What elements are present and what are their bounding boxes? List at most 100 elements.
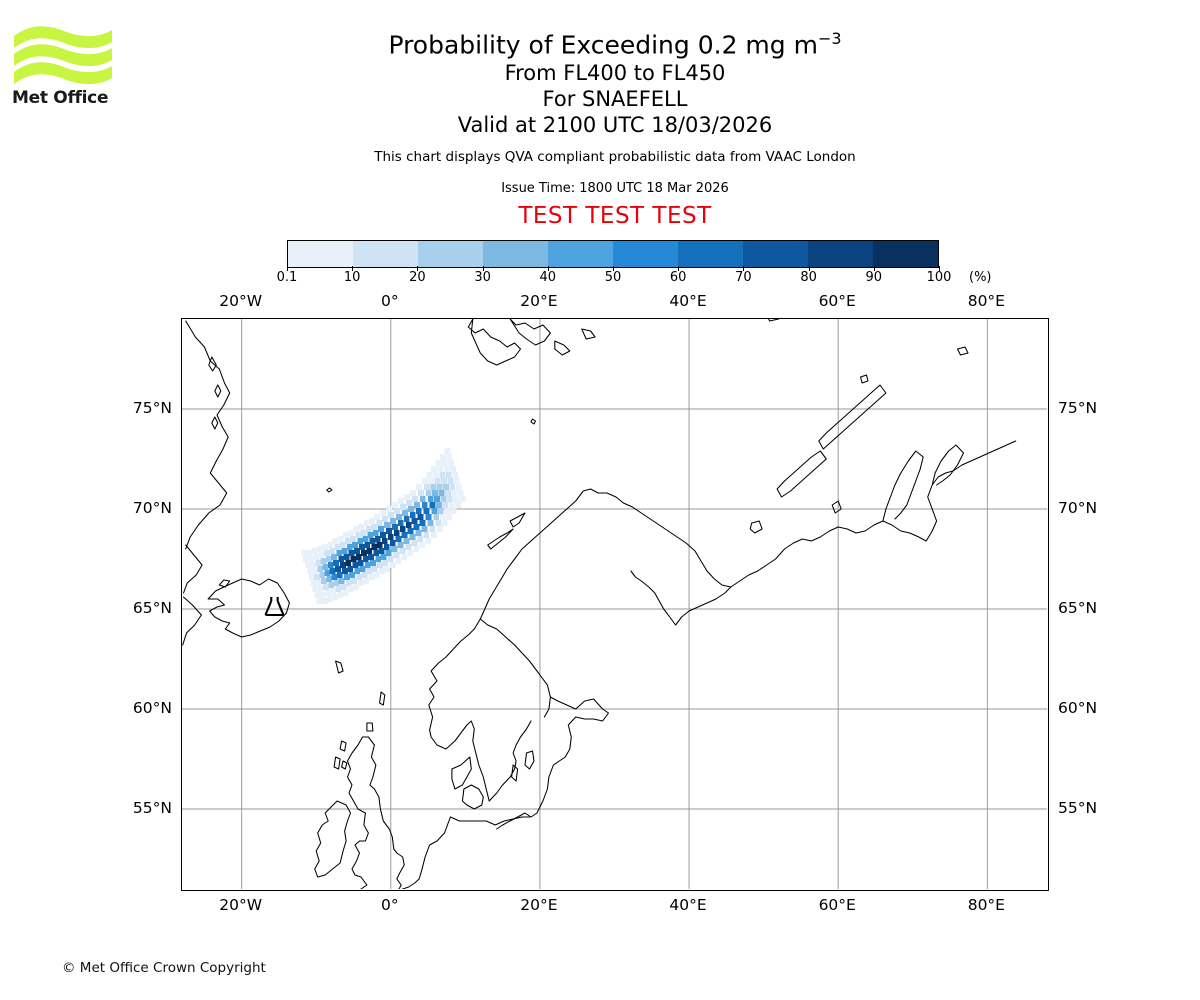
- probability-cell: [387, 534, 394, 540]
- lon-axis-label: 20°E: [520, 292, 558, 310]
- colorbar-band-1: [353, 241, 418, 267]
- probability-cell: [355, 532, 362, 538]
- probability-cell: [413, 524, 420, 530]
- colorbar-band-4: [548, 241, 613, 267]
- probability-cell: [391, 546, 398, 552]
- probability-cell: [372, 530, 379, 536]
- probability-cell: [305, 562, 311, 568]
- valid-time-line: Valid at 2100 UTC 18/03/2026: [457, 113, 773, 138]
- probability-cell: [334, 566, 341, 572]
- probability-cell: [349, 572, 355, 578]
- probability-cell: [383, 544, 390, 550]
- probability-cell: [317, 566, 324, 572]
- probability-cell: [451, 490, 458, 496]
- probability-cell: [423, 508, 430, 514]
- colorbar-tickmark: [547, 266, 549, 271]
- probability-cell: [430, 484, 437, 490]
- probability-cell: [331, 554, 337, 560]
- lat-axis-label-left: 75°N: [132, 399, 172, 417]
- probability-cell: [371, 544, 378, 550]
- coastline-path: [818, 384, 887, 450]
- colorbar-tick-label: 90: [865, 270, 883, 285]
- probability-cell: [354, 568, 361, 574]
- coastline-path: [314, 800, 352, 878]
- probability-cell: [399, 526, 406, 532]
- probability-cell: [429, 526, 436, 532]
- probability-cell: [355, 554, 362, 560]
- probability-cell: [418, 490, 424, 496]
- colorbar-tickmark: [287, 266, 288, 271]
- probability-cell: [410, 490, 416, 496]
- probability-cell: [317, 586, 324, 592]
- probability-cell: [413, 502, 420, 508]
- issue-time: Issue Time: 1800 UTC 18 Mar 2026: [501, 181, 729, 197]
- probability-cell: [442, 502, 449, 508]
- title-block: Probability of Exceeding 0.2 mg m−3 From…: [180, 24, 1050, 229]
- probability-cell: [311, 548, 318, 554]
- probability-cell: [353, 526, 360, 532]
- coastline-path: [931, 444, 965, 486]
- probability-cell: [332, 594, 338, 600]
- probability-cell: [448, 460, 455, 466]
- probability-cell: [404, 494, 411, 500]
- probability-cell: [401, 554, 408, 560]
- probability-cell: [312, 568, 318, 574]
- probability-cell: [324, 590, 331, 596]
- probability-cell: [376, 542, 383, 548]
- probability-cell: [452, 472, 458, 478]
- chart-title-exponent: −3: [817, 29, 842, 48]
- test-banner: TEST TEST TEST: [518, 203, 712, 230]
- probability-cell: [341, 548, 348, 554]
- probability-cell: [373, 572, 380, 578]
- probability-cell: [389, 562, 396, 568]
- lon-axis-label: 20°E: [520, 896, 558, 914]
- probability-cell: [308, 556, 315, 562]
- coastline-path: [428, 488, 624, 731]
- lon-axis-label: 0°: [380, 292, 399, 310]
- probability-cell: [336, 550, 343, 556]
- chart-title-text: Probability of Exceeding 0.2 mg m: [388, 30, 818, 60]
- probability-cell: [338, 556, 345, 562]
- lon-axis-label: 60°E: [818, 896, 856, 914]
- probability-cell: [348, 550, 355, 556]
- probability-cell: [377, 562, 383, 568]
- probability-cell: [446, 454, 453, 460]
- coastline-path: [524, 750, 535, 770]
- coastline-path: [335, 660, 344, 674]
- probability-cell: [419, 496, 426, 502]
- probability-cell: [359, 566, 366, 572]
- probability-cell: [415, 508, 422, 514]
- probability-cell: [339, 542, 346, 548]
- probability-cell: [425, 514, 432, 520]
- probability-cell: [425, 490, 432, 496]
- probability-cell: [334, 544, 341, 550]
- coastline-path: [496, 696, 610, 830]
- probability-cell: [385, 528, 392, 534]
- probability-cell: [348, 530, 355, 536]
- probability-cell: [343, 574, 350, 580]
- lon-axis-label: 80°E: [967, 292, 1005, 310]
- map-plot-area[interactable]: [181, 318, 1049, 891]
- probability-cell: [306, 550, 313, 556]
- probability-cell: [315, 580, 322, 586]
- probability-cell: [314, 574, 320, 580]
- probability-cell: [439, 472, 446, 478]
- probability-cell: [326, 596, 333, 602]
- colorbar-band-0: [288, 241, 353, 267]
- probability-cell: [446, 496, 453, 502]
- probability-cell: [453, 496, 460, 502]
- probability-cell: [391, 524, 398, 530]
- probability-cell: [369, 518, 375, 524]
- probability-cell: [322, 564, 329, 570]
- probability-cell: [411, 518, 418, 524]
- coastline-path: [211, 416, 219, 430]
- colorbar-tick-label: 0.1: [276, 270, 298, 285]
- probability-cell: [421, 526, 428, 532]
- colorbar-tickmark: [482, 266, 484, 271]
- probability-cell: [337, 592, 344, 598]
- coastline-path: [831, 500, 842, 514]
- probability-cell: [343, 554, 350, 560]
- probability-cell: [444, 448, 451, 454]
- lat-axis-label-right: 75°N: [1058, 399, 1098, 417]
